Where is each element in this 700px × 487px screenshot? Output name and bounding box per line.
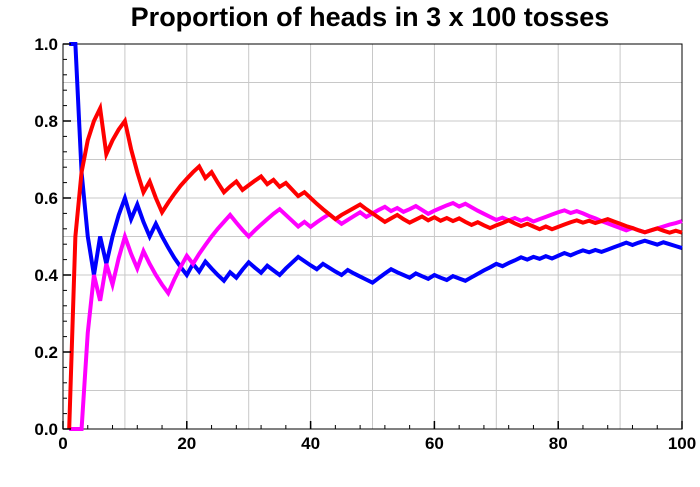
x-tick-label: 60 <box>425 434 444 453</box>
plot-frame <box>62 43 683 430</box>
x-tick-label: 40 <box>301 434 320 453</box>
x-tick-label: 20 <box>177 434 196 453</box>
y-tick-label: 0.0 <box>34 420 58 439</box>
series-line-3 <box>67 101 683 430</box>
x-tick-label: 100 <box>668 434 696 453</box>
y-tick-label: 0.4 <box>34 266 58 285</box>
y-tick-label: 0.2 <box>34 343 58 362</box>
series-line-1 <box>69 42 683 286</box>
x-tick-label: 0 <box>58 434 67 453</box>
y-tick-label: 0.8 <box>34 112 58 131</box>
x-tick-label: 80 <box>549 434 568 453</box>
series-line-2 <box>69 200 683 431</box>
y-tick-label: 1.0 <box>34 35 58 54</box>
chart-title: Proportion of heads in 3 x 100 tosses <box>130 2 610 32</box>
y-tick-label: 0.6 <box>34 189 58 208</box>
